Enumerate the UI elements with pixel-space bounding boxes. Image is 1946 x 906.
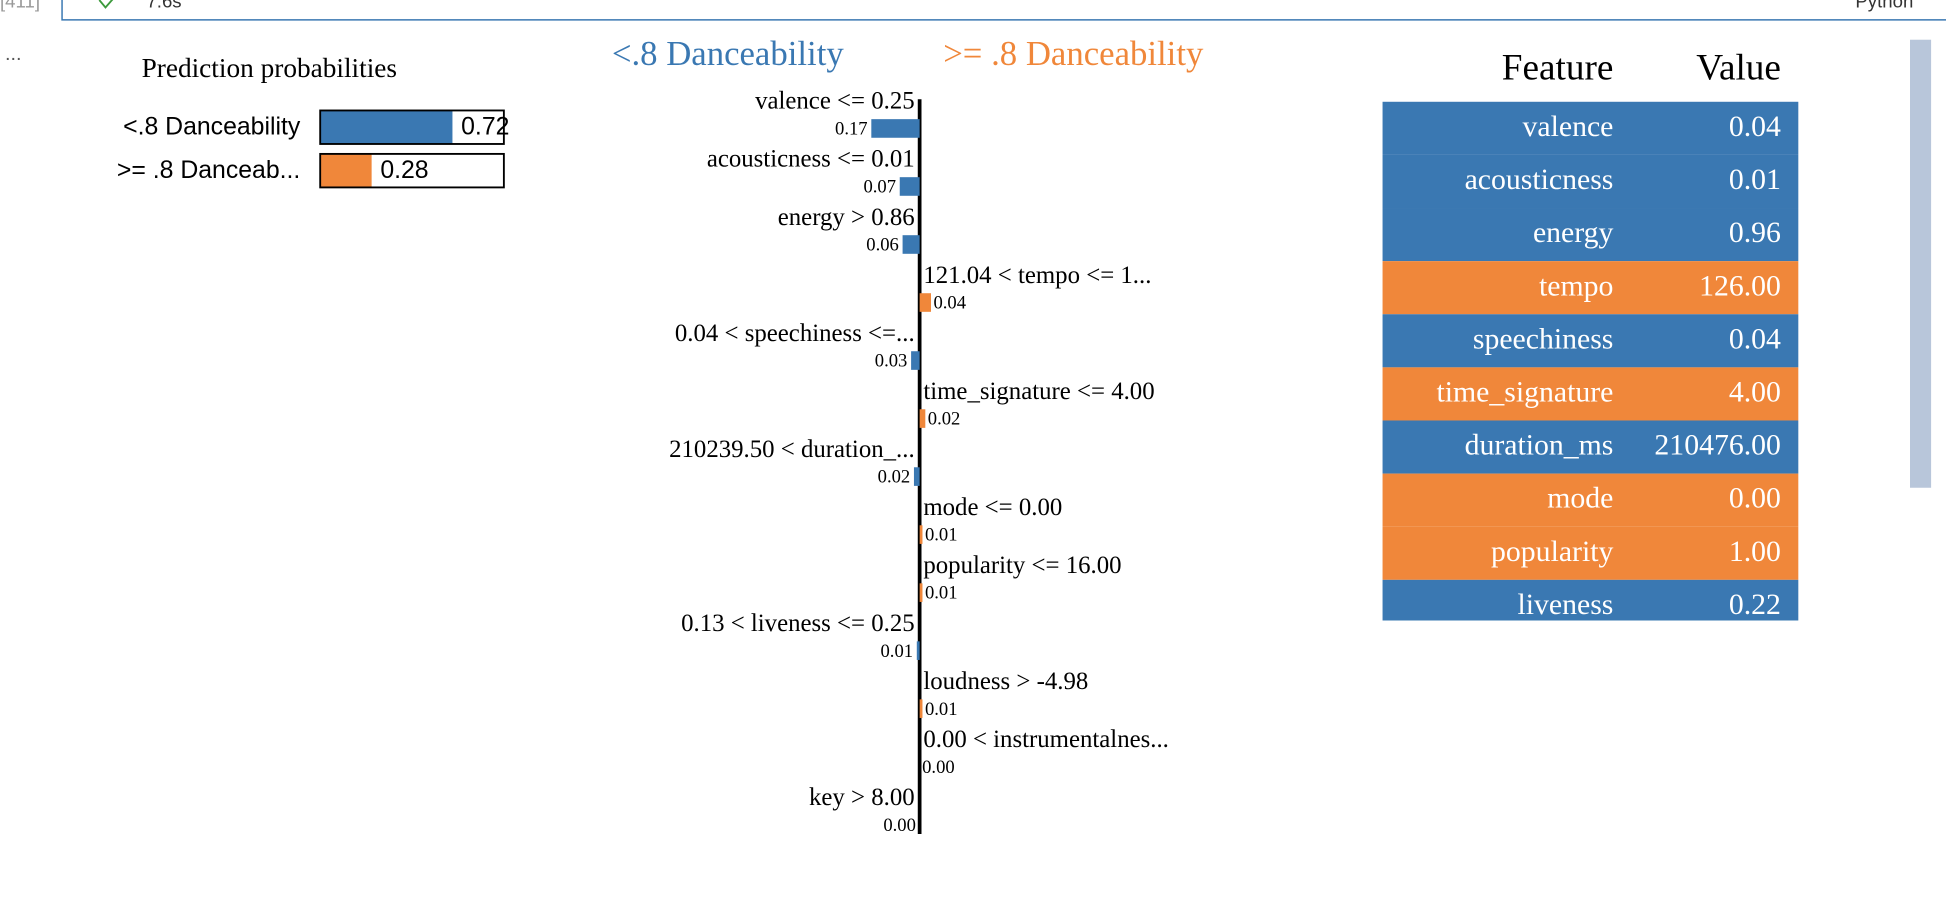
- check-icon: [98, 0, 114, 9]
- weight-label: 0.00: [883, 815, 916, 836]
- cell-box: [61, 0, 1946, 21]
- probability-value: 0.28: [380, 157, 428, 184]
- feature-label: loudness > -4.98: [923, 668, 1088, 695]
- probability-bar: [320, 153, 372, 188]
- table-header: Value: [1696, 47, 1781, 88]
- weight-bar: [919, 409, 926, 428]
- weight-label: 0.01: [925, 699, 958, 720]
- feature-name: popularity: [1491, 535, 1613, 568]
- feature-name: speechiness: [1473, 322, 1614, 355]
- table-row: [1382, 420, 1799, 474]
- table-row: [1382, 208, 1799, 262]
- weight-label: 0.02: [878, 467, 911, 488]
- weight-label: 0.02: [928, 409, 961, 430]
- feature-label: popularity <= 16.00: [923, 552, 1121, 579]
- weight-label: 0.00: [922, 757, 955, 778]
- feature-value: 0.96: [1729, 216, 1781, 249]
- table-row: [1382, 367, 1799, 421]
- cell-number: [411]: [0, 0, 40, 11]
- prediction-title: Prediction probabilities: [142, 53, 397, 83]
- feature-name: duration_ms: [1465, 429, 1614, 462]
- class-header: >= .8 Danceability: [943, 34, 1204, 73]
- feature-label: key > 8.00: [809, 784, 915, 811]
- feature-name: liveness: [1517, 588, 1613, 621]
- weight-bar: [871, 119, 920, 138]
- weight-label: 0.01: [925, 525, 958, 546]
- feature-value: 0.00: [1729, 482, 1781, 515]
- weight-bar: [899, 177, 920, 196]
- probability-box: [319, 109, 505, 145]
- weight-bar: [916, 641, 920, 660]
- class-label: >= .8 Danceab...: [117, 157, 300, 184]
- table-row: [1382, 101, 1799, 155]
- weight-label: 0.04: [933, 293, 966, 314]
- feature-value: 1.00: [1729, 535, 1781, 568]
- table-row: [1382, 579, 1799, 621]
- scrollbar[interactable]: [1910, 39, 1932, 488]
- feature-value: 0.01: [1729, 163, 1781, 196]
- feature-label: 0.00 < instrumentalnes...: [923, 726, 1169, 753]
- weight-bar: [902, 235, 920, 254]
- feature-label: 121.04 < tempo <= 1...: [923, 262, 1151, 289]
- table-row: [1382, 526, 1799, 580]
- feature-value: 0.04: [1729, 322, 1781, 355]
- feature-name: valence: [1523, 110, 1614, 143]
- weight-label: 0.01: [925, 583, 958, 604]
- weight-label: 0.01: [880, 641, 913, 662]
- table-row: [1382, 154, 1799, 209]
- feature-label: energy > 0.86: [778, 204, 915, 231]
- feature-value: 0.22: [1729, 588, 1781, 621]
- weight-bar: [919, 525, 923, 544]
- feature-value: 210476.00: [1654, 429, 1781, 462]
- feature-label: 210239.50 < duration_...: [669, 436, 915, 463]
- feature-value: 0.04: [1729, 110, 1781, 143]
- feature-label: valence <= 0.25: [755, 88, 915, 115]
- feature-label: 0.13 < liveness <= 0.25: [681, 610, 915, 637]
- weight-bar: [911, 351, 920, 370]
- weight-bar: [919, 293, 932, 312]
- feature-name: energy: [1533, 216, 1614, 249]
- table-row: [1382, 473, 1799, 527]
- feature-label: acousticness <= 0.01: [707, 146, 915, 173]
- feature-value: 4.00: [1729, 375, 1781, 408]
- feature-table: valence 0.04 acousticness 0.01 energy 0.96 tem…: [1382, 101, 1799, 621]
- feature-label: time_signature <= 4.00: [923, 378, 1154, 405]
- weight-label: 0.17: [835, 119, 868, 140]
- feature-label: 0.04 < speechiness <=...: [675, 320, 915, 347]
- weight-bar: [919, 583, 923, 602]
- feature-name: tempo: [1539, 269, 1613, 302]
- table-row: [1382, 261, 1799, 315]
- weight-bar: [913, 467, 920, 486]
- cell-duration: 7.6s: [146, 0, 181, 11]
- feature-name: time_signature: [1436, 375, 1613, 408]
- table-header: Feature: [1502, 47, 1614, 88]
- weight-label: 0.06: [866, 235, 899, 256]
- kernel-name: Python: [1855, 0, 1913, 11]
- class-label: <.8 Danceability: [123, 113, 301, 140]
- class-header: <.8 Danceability: [612, 34, 845, 73]
- weight-label: 0.07: [863, 177, 896, 198]
- probability-bar: [320, 110, 453, 144]
- weight-bar: [919, 699, 923, 718]
- feature-value: 126.00: [1699, 269, 1781, 302]
- output-menu[interactable]: ...: [5, 43, 22, 65]
- feature-name: mode: [1547, 482, 1613, 515]
- table-row: [1382, 314, 1799, 368]
- feature-label: mode <= 0.00: [923, 494, 1062, 521]
- probability-box: [319, 152, 505, 189]
- feature-name: acousticness: [1465, 163, 1614, 196]
- probability-value: 0.72: [461, 113, 509, 140]
- weight-label: 0.03: [875, 351, 908, 372]
